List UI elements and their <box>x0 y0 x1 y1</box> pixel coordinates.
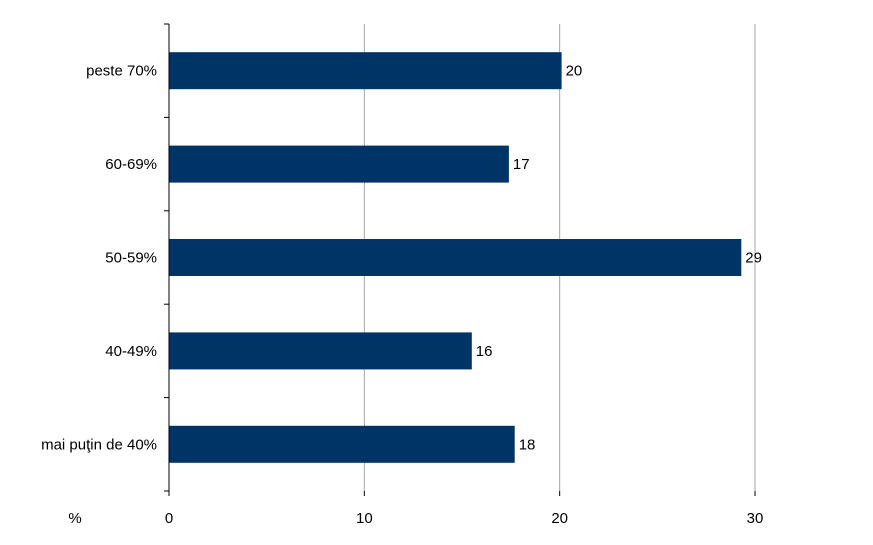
category-label-0: peste 70% <box>86 63 157 80</box>
value-label-4: 18 <box>519 436 536 453</box>
value-label-0: 20 <box>566 63 583 80</box>
category-label-1: 60-69% <box>105 156 157 173</box>
category-label-3: 40-49% <box>105 343 157 360</box>
bars <box>169 52 742 463</box>
bar-1 <box>169 145 509 183</box>
x-axis-unit-label: % <box>68 510 81 527</box>
bar-4 <box>169 425 515 463</box>
axes <box>164 23 756 496</box>
value-label-3: 16 <box>476 343 493 360</box>
category-label-2: 50-59% <box>105 250 157 267</box>
labels: peste 70% 20 60-69% 17 50-59% 29 40-49% 16 mai p… <box>41 63 763 527</box>
x-tick-label-30: 30 <box>747 510 764 527</box>
bar-2 <box>169 239 742 276</box>
value-label-2: 29 <box>745 250 762 267</box>
category-label-4: mai puţin de 40% <box>41 436 157 453</box>
x-tick-label-20: 20 <box>551 510 568 527</box>
value-label-1: 17 <box>513 156 530 173</box>
bar-3 <box>169 332 472 370</box>
bar-0 <box>169 52 562 90</box>
x-tick-label-10: 10 <box>356 510 373 527</box>
x-tick-label-0: 0 <box>165 510 173 527</box>
